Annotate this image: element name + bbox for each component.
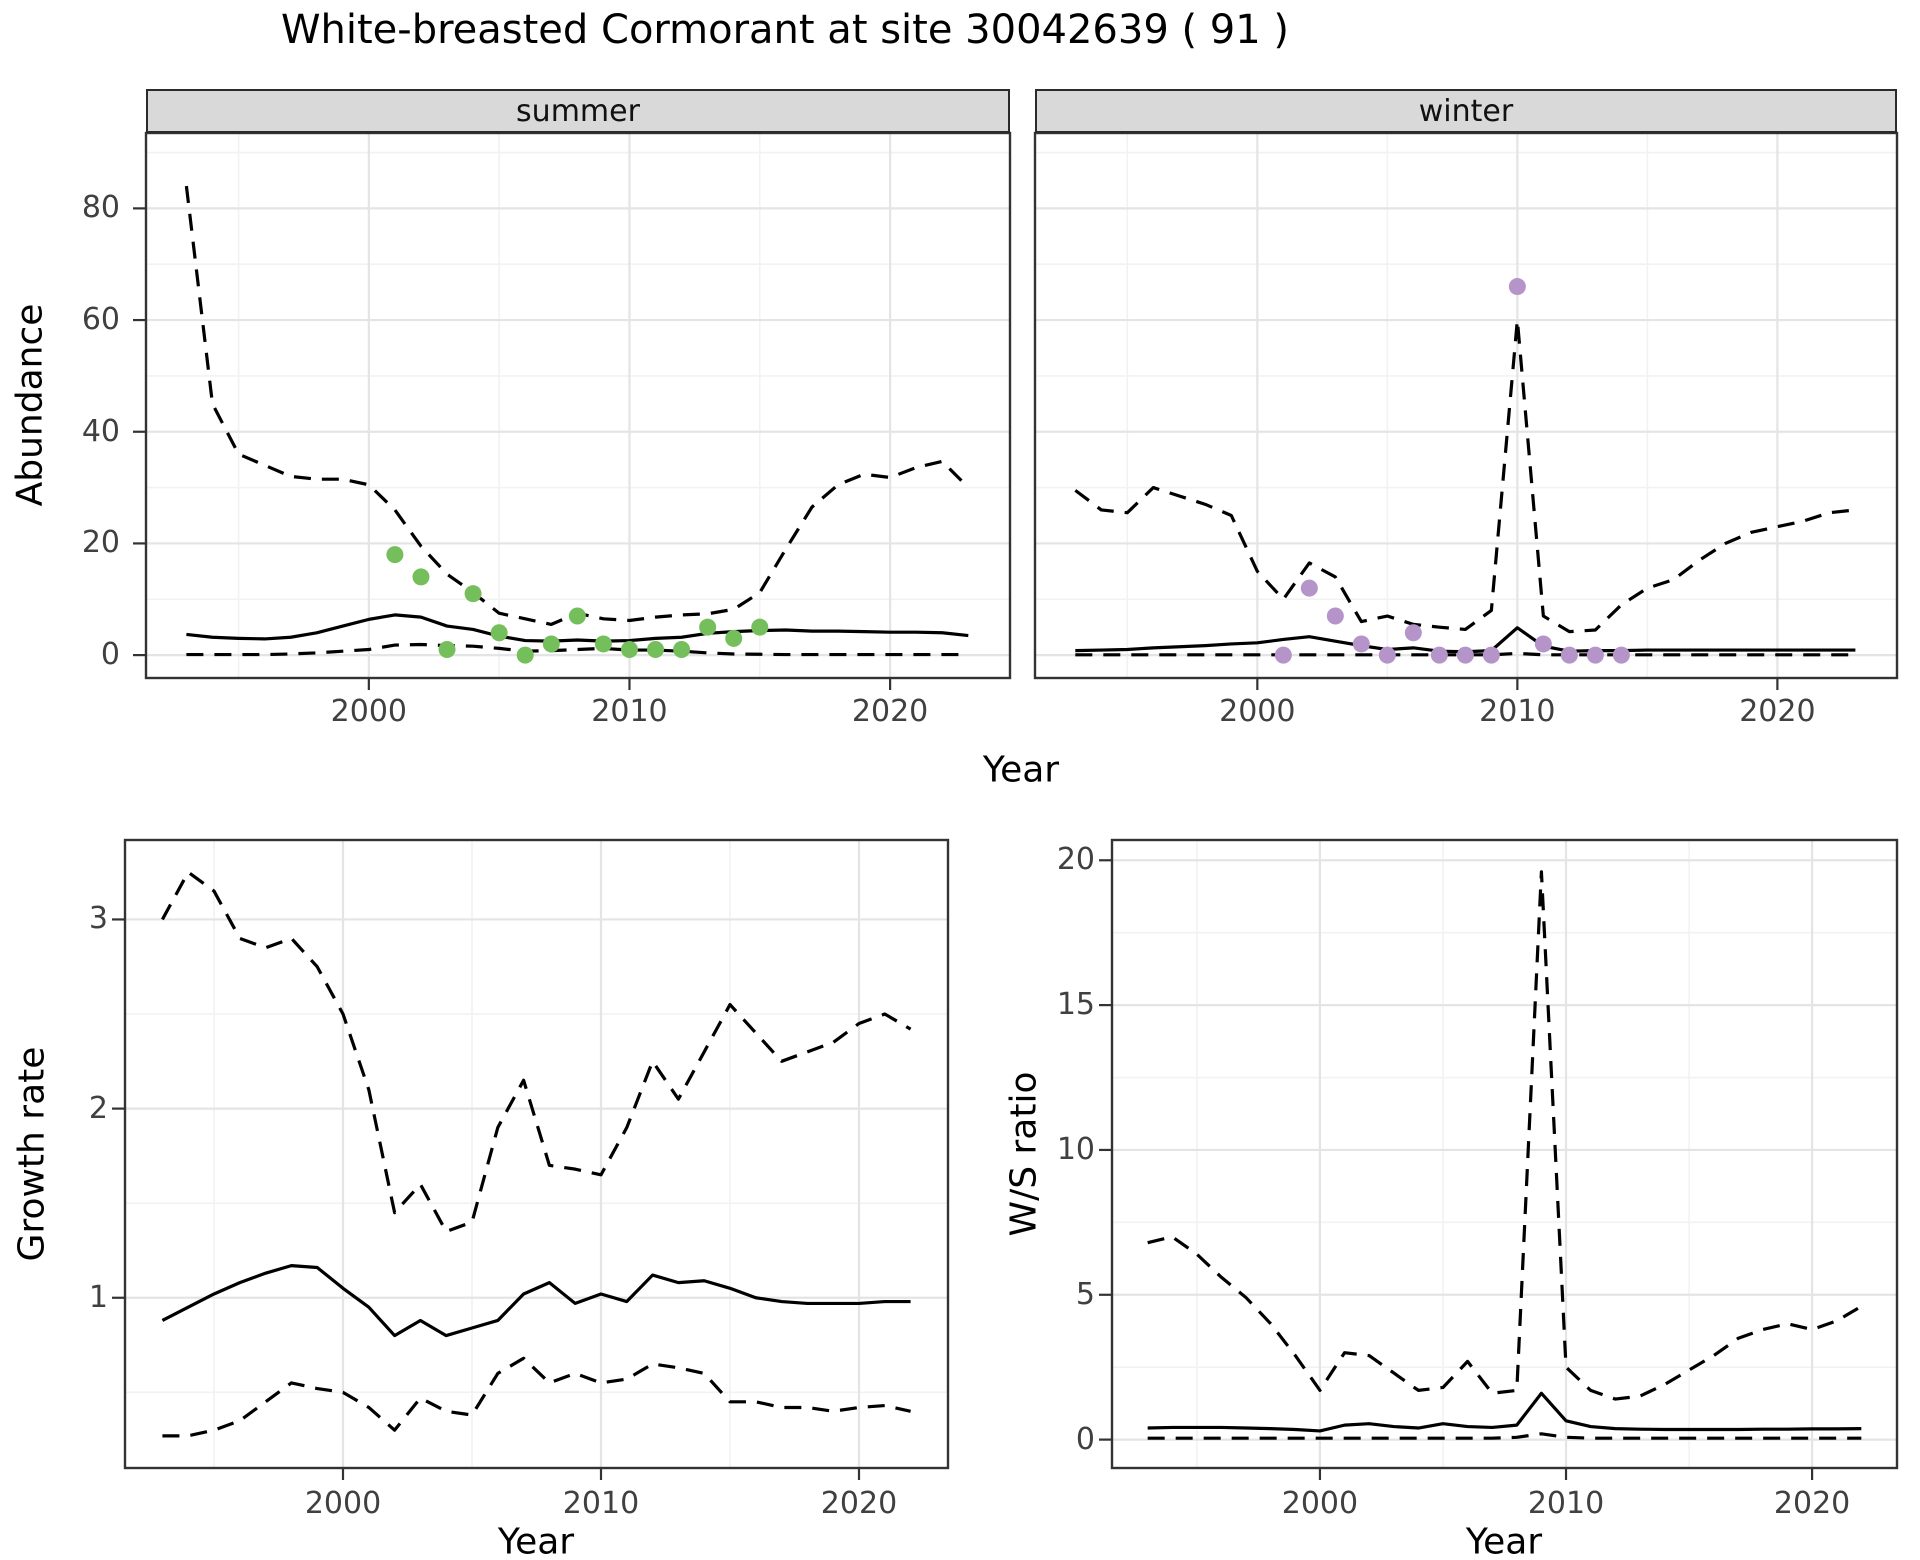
abundance-summer-observed-point [490,624,508,642]
growth-lower_ci-line [162,1356,911,1438]
ws-y-tick-label: 15 [1056,987,1095,1023]
abundance-summer-observed-point [386,546,404,564]
ws-median-line [1147,1391,1862,1433]
abundance-winter-x-tick-label: 2020 [1739,694,1816,729]
facet-strip-winter: winter [1035,89,1897,133]
abundance-summer-observed-point [412,568,430,586]
growth-upper_ci-line [161,870,912,1234]
abundance-winter-observed-point [1430,646,1448,664]
abundance-winter-observed-point [1482,646,1500,664]
abundance-summer-observed-point [725,629,743,647]
abundance-summer-x-tick-label: 2000 [330,694,408,729]
growth-x-tick-label: 2010 [562,1486,640,1521]
abundance-summer-observed-point [568,607,586,625]
x-axis-title-year-bottom-left: Year [497,1521,575,1560]
abundance-summer-observed-point [438,641,456,659]
abundance-winter-x-tick-label: 2010 [1479,694,1556,729]
abundance-winter-observed-point [1326,607,1344,625]
x-axis-title-year-top: Year [982,749,1060,791]
abundance-summer-observed-point [620,641,638,659]
abundance-summer-y-tick-label: 80 [81,190,120,226]
abundance-summer-observed-point [516,646,534,664]
ws-x-tick-label: 2020 [1773,1486,1851,1521]
ws-y-tick-label: 0 [1075,1421,1095,1457]
x-axis-title-year-bottom-right: Year [1465,1521,1543,1560]
abundance-winter-observed-point [1404,624,1422,642]
facet-strip-winter-label: winter [1418,93,1514,129]
abundance-winter-panel-border [1033,131,1899,680]
ws-y-tick-label: 5 [1075,1276,1095,1312]
abundance-summer-observed-point [751,618,769,636]
ws-lower_ci-line [1147,1432,1862,1440]
growth-median-line [161,1264,911,1338]
abundance-summer-observed-point [699,618,717,636]
abundance-winter-observed-point [1274,646,1292,664]
ws-panel-border [1110,838,1899,1470]
abundance-summer-y-tick-label: 60 [81,302,120,338]
abundance-winter-observed-point [1300,579,1318,597]
abundance-summer-observed-point [594,635,612,653]
abundance-winter-observed-point [1586,646,1604,664]
growth-y-tick-label: 2 [88,1090,108,1126]
abundance-summer-observed-point [464,585,482,603]
growth-panel-border [123,838,950,1470]
abundance-summer-observed-point [647,641,665,659]
growth-y-tick-label: 3 [88,901,108,937]
ws-y-tick-label: 20 [1056,842,1095,878]
ws-y-tick-label: 10 [1056,1131,1095,1167]
abundance-winter-x-tick-label: 2000 [1219,694,1296,729]
abundance-summer-x-tick-label: 2010 [591,694,668,729]
abundance-summer-lower_ci-line [186,642,969,657]
abundance-summer-observed-point [542,635,560,653]
plot-title: White-breasted Cormorant at site 3004263… [280,7,1290,53]
abundance-winter-observed-point [1560,646,1578,664]
growth-x-tick-label: 2000 [304,1486,382,1521]
facet-strip-summer: summer [146,89,1010,133]
abundance-summer-median-line [186,613,969,643]
ws-x-tick-label: 2000 [1281,1486,1359,1521]
abundance-summer-y-tick-label: 40 [81,413,120,449]
abundance-summer-upper_ci-line [184,185,970,626]
abundance-summer-observed-point [673,641,691,659]
abundance-winter-observed-point [1534,635,1552,653]
abundance-summer-y-tick-label: 0 [100,637,120,673]
y-axis-title-growth-rate: Growth rate [11,1046,53,1262]
abundance-summer-x-tick-label: 2020 [851,694,929,729]
ws-x-tick-label: 2010 [1527,1486,1605,1521]
abundance-winter-upper_ci-line [1074,318,1856,634]
abundance-winter-observed-point [1508,278,1526,296]
growth-x-tick-label: 2020 [820,1486,898,1521]
growth-y-tick-label: 1 [88,1279,108,1315]
facet-strip-summer-label: summer [516,93,640,129]
abundance-summer-y-tick-label: 20 [81,525,120,561]
abundance-winter-observed-point [1378,646,1396,664]
abundance-winter-observed-point [1456,646,1474,664]
abundance-winter-observed-point [1352,635,1370,653]
abundance-summer-panel-border [144,131,1012,680]
abundance-winter-observed-point [1612,646,1630,664]
ws-upper_ci-line [1147,870,1863,1401]
